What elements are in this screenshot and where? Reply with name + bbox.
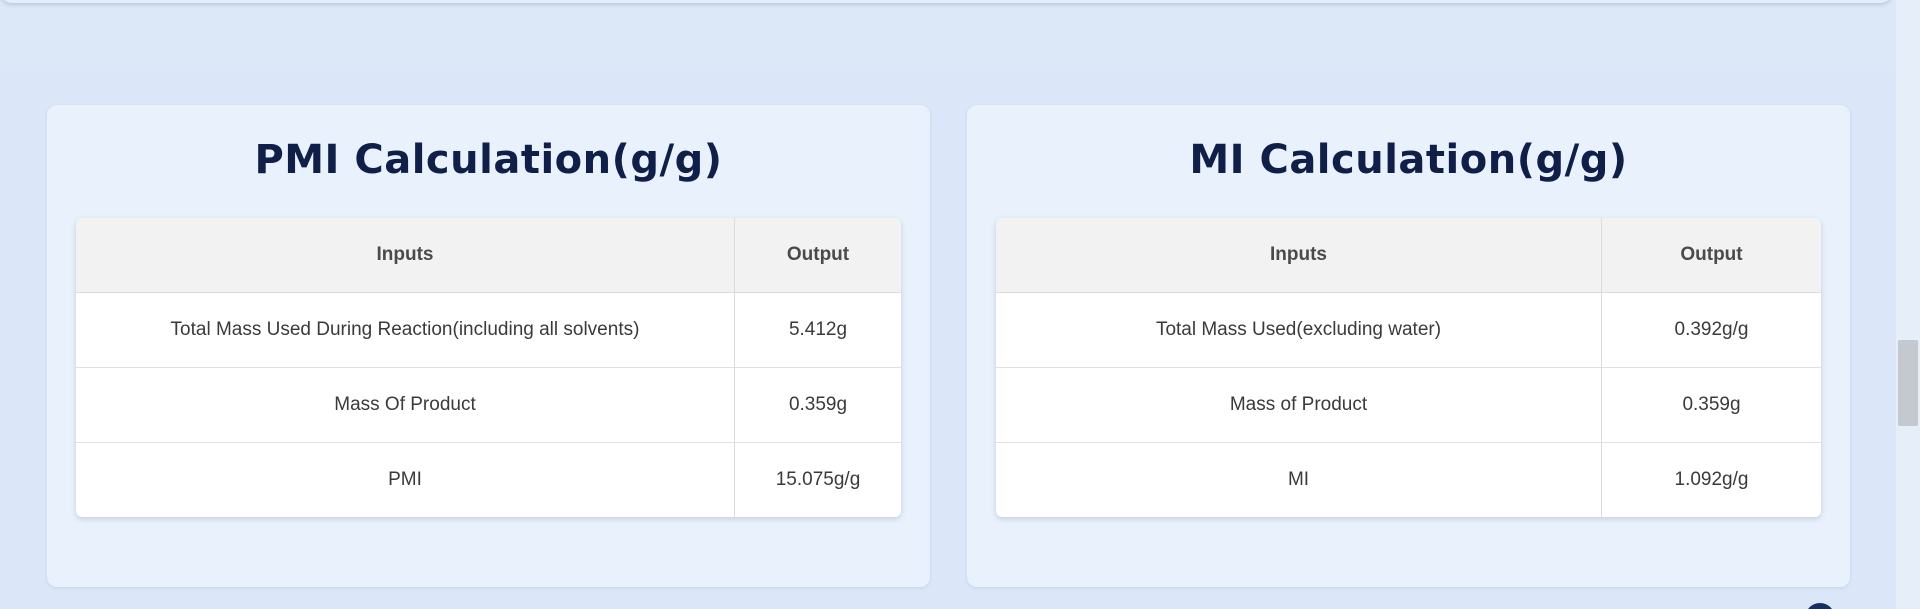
pmi-row-input: Mass Of Product	[76, 367, 735, 443]
previous-section-card	[0, 0, 1892, 3]
pmi-table-header-row: Inputs Output	[76, 218, 901, 293]
mi-table-header-row: Inputs Output	[996, 218, 1821, 293]
pmi-row-output: 15.075g/g	[775, 469, 861, 490]
pmi-row-input: Total Mass Used During Reaction(includin…	[76, 292, 735, 368]
mi-row-output: 1.092g/g	[1674, 469, 1749, 490]
mi-table-container: Inputs Output Total Mass Used(excluding …	[996, 218, 1821, 517]
table-row: Mass of Product 0.359g	[996, 367, 1821, 443]
mi-calculation-card: MI Calculation(g/g) Inputs Output Total …	[967, 105, 1850, 587]
pmi-header-output: Output	[734, 218, 901, 293]
pmi-calculation-card: PMI Calculation(g/g) Inputs Output Total…	[47, 105, 930, 587]
mi-card-title: MI Calculation(g/g)	[1189, 137, 1628, 183]
pmi-table: Inputs Output Total Mass Used During Rea…	[76, 218, 901, 517]
mi-row-output: 0.359g	[1601, 367, 1821, 443]
mi-header-output: Output	[1601, 218, 1821, 293]
vertical-scrollbar[interactable]	[1896, 0, 1920, 609]
table-row: PMI 15.075g/g	[76, 442, 901, 517]
pmi-card-title: PMI Calculation(g/g)	[254, 137, 723, 183]
mi-row-output: 0.392g/g	[1601, 292, 1821, 368]
mi-row-input: Mass of Product	[996, 367, 1602, 443]
pmi-row-output: 0.359g	[734, 367, 901, 443]
pmi-row-output: 5.412g	[734, 292, 901, 368]
pmi-table-container: Inputs Output Total Mass Used During Rea…	[76, 218, 901, 517]
table-row: Total Mass Used During Reaction(includin…	[76, 292, 901, 368]
mi-table: Inputs Output Total Mass Used(excluding …	[996, 218, 1821, 517]
floating-action-button[interactable]	[1805, 603, 1835, 609]
pmi-header-inputs: Inputs	[76, 218, 735, 293]
mi-header-inputs: Inputs	[996, 218, 1602, 293]
table-row: Mass Of Product 0.359g	[76, 367, 901, 443]
pmi-row-input: PMI	[76, 442, 735, 517]
mi-row-input: MI	[996, 442, 1602, 517]
scrollbar-thumb[interactable]	[1898, 340, 1918, 426]
table-row: Total Mass Used(excluding water) 0.392g/…	[996, 292, 1821, 368]
mi-row-input: Total Mass Used(excluding water)	[996, 292, 1602, 368]
table-row: MI 1.092g/g	[996, 442, 1821, 517]
